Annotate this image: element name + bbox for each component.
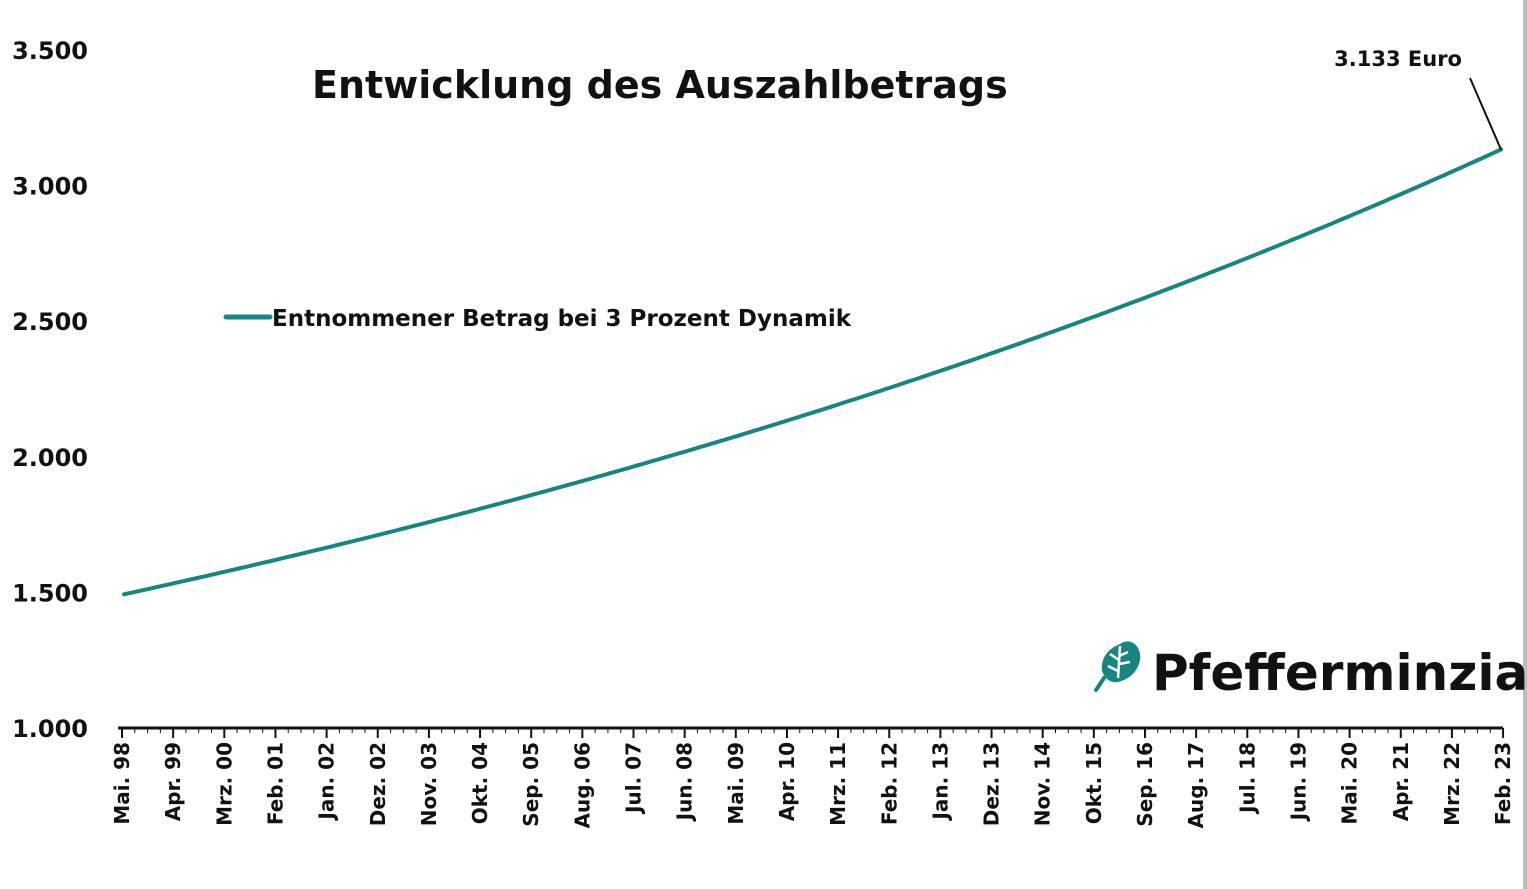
y-tick-label: 1.000	[12, 715, 88, 743]
mint-leaf-icon	[1094, 641, 1141, 692]
legend: Entnommener Betrag bei 3 Prozent Dynamik	[223, 306, 852, 332]
x-tick-label: Sep. 16	[1133, 742, 1157, 827]
x-tick-label: Feb. 23	[1491, 742, 1515, 825]
annotation-leader-line	[1469, 77, 1502, 150]
annotation-label: 3.133 Euro	[1334, 47, 1462, 71]
x-tick-label: Dez. 02	[366, 742, 390, 826]
y-tick-label: 2.000	[12, 444, 88, 472]
y-tick-label: 3.000	[12, 173, 88, 201]
x-tick-label: Apr. 21	[1389, 742, 1413, 821]
y-tick-label: 3.500	[12, 37, 88, 65]
x-tick-label: Apr. 99	[161, 742, 185, 821]
x-tick-label: Aug. 06	[570, 742, 594, 828]
x-tick-label: Aug. 17	[1184, 742, 1208, 828]
x-axis: Mai. 98 Apr. 99 Mrz. 00 Feb. 01 Jan. 02 Dez. …	[110, 726, 1515, 828]
x-tick-label: Jul. 18	[1235, 742, 1259, 815]
y-axis: 1.000 1.500 2.000 2.500 3.000 3.500	[12, 37, 88, 743]
chart-title: Entwicklung des Auszahlbetrags	[312, 63, 1008, 107]
x-tick-label: Okt. 04	[468, 742, 492, 824]
x-tick-label: Mai. 20	[1338, 742, 1362, 825]
x-tick-label: Jan. 02	[315, 742, 339, 822]
y-tick-label: 1.500	[12, 579, 88, 607]
right-border	[1523, 0, 1527, 889]
legend-label: Entnommener Betrag bei 3 Prozent Dynamik	[272, 306, 852, 332]
x-tick-label: Sep. 05	[519, 742, 543, 827]
x-tick-label: Jan. 13	[928, 742, 952, 822]
x-tick-label: Mai. 09	[724, 742, 748, 825]
x-tick-label: Apr. 10	[775, 742, 799, 821]
x-tick-label: Mrz. 00	[212, 742, 236, 826]
x-tick-label: Feb. 12	[877, 742, 901, 825]
x-tick-label: Mrz. 11	[826, 742, 850, 826]
x-tick-label: Nov. 14	[1031, 742, 1055, 826]
logo-text: Pfefferminzia	[1152, 644, 1527, 702]
pfefferminzia-logo: Pfefferminzia	[1094, 641, 1527, 702]
x-tick-label: Mai. 98	[110, 742, 134, 825]
x-tick-label: Jul. 07	[622, 742, 646, 815]
x-tick-label: Jun. 08	[673, 742, 697, 822]
x-tick-label: Okt. 15	[1082, 742, 1106, 824]
y-tick-label: 2.500	[12, 308, 88, 336]
series-line	[122, 147, 1503, 597]
x-tick-label: Dez. 13	[980, 742, 1004, 826]
x-tick-label: Nov. 03	[417, 742, 441, 826]
x-tick-label: Mrz. 22	[1440, 742, 1464, 826]
x-tick-label: Feb. 01	[263, 742, 287, 825]
end-annotation: 3.133 Euro	[1334, 47, 1502, 150]
x-tick-label: Jun. 19	[1286, 742, 1310, 822]
